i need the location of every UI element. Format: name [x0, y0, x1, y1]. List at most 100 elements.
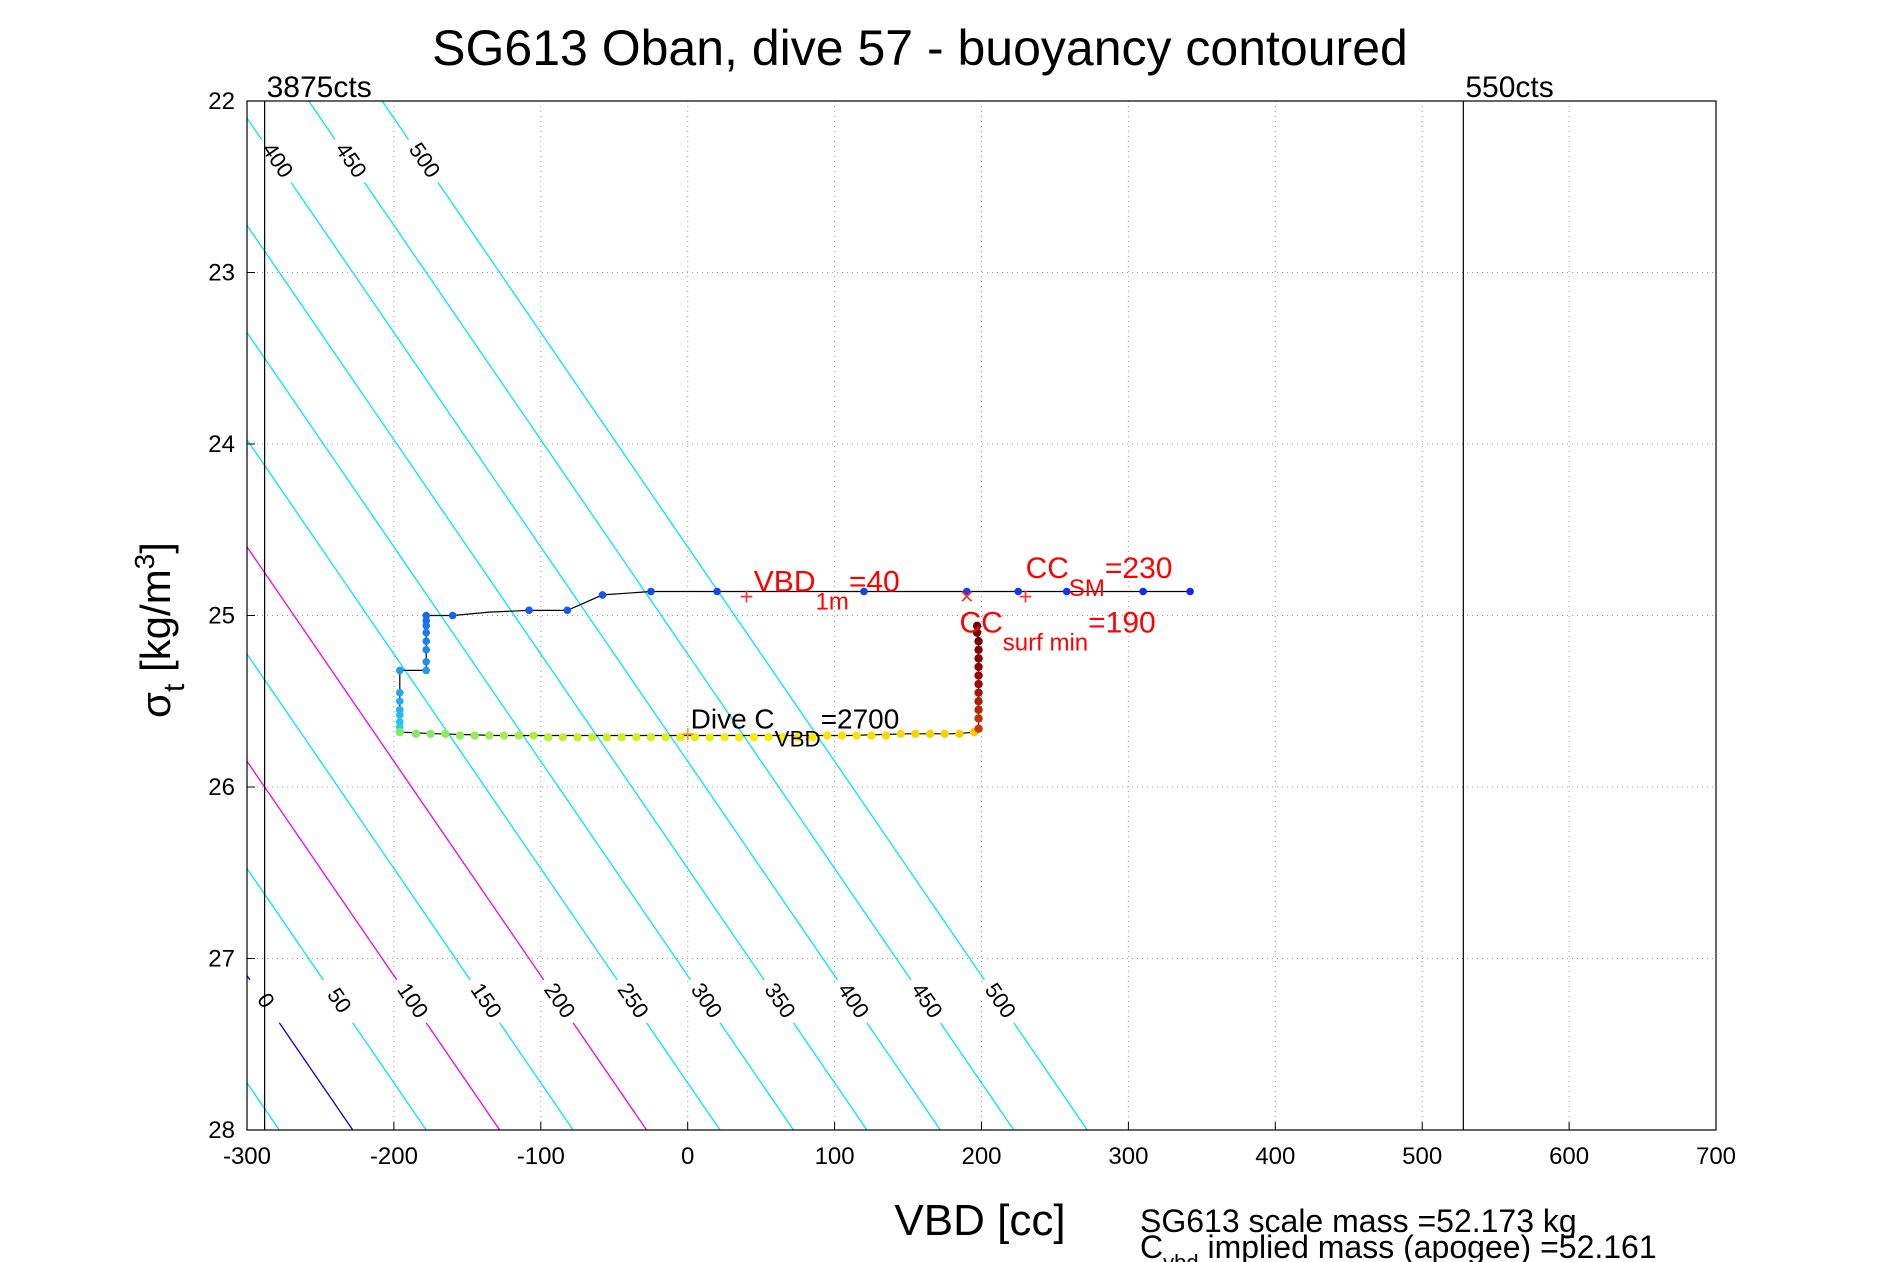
- ascent-point: [426, 729, 435, 739]
- contour-line: [247, 652, 574, 1130]
- contour-line: [0, 101, 59, 1130]
- y-tick-label: 26: [208, 774, 235, 801]
- surface-point: [972, 628, 982, 637]
- contour-label-bg: [386, 972, 437, 1031]
- ascent-point: [617, 733, 626, 742]
- ascent-point: [778, 733, 788, 742]
- ascent-point: [955, 729, 964, 739]
- x-axis-label: VBD [cc]: [894, 1196, 1065, 1245]
- descent-point: [422, 621, 431, 630]
- descent-point: [1186, 587, 1194, 596]
- descent-point: [422, 658, 431, 666]
- contour-label-bg: [104, 132, 155, 190]
- ascent-point: [852, 731, 861, 740]
- surface-point: [974, 705, 983, 715]
- descent-point: [422, 646, 431, 654]
- contour-label-bg: [973, 972, 1025, 1031]
- ascent-point: [485, 731, 494, 740]
- ascent-point: [558, 733, 568, 742]
- ascent-point: [881, 731, 891, 740]
- buoyancy-contours: -400-350-300-250-200-150-100-50050100150…: [0, 101, 1088, 1130]
- descent-point: [395, 697, 404, 706]
- surface-point: [974, 662, 983, 672]
- x-axis-ticks: -300 -200 -100 0 100 200 300 400 500 600 700: [223, 1122, 1736, 1170]
- contour-label: -50: [173, 980, 212, 1020]
- contour-line: [0, 101, 132, 1130]
- ascent-point: [470, 731, 479, 740]
- contour-label-bg: [459, 972, 511, 1031]
- annotation-cc-surf-min: CCsurf min=190: [959, 607, 1155, 657]
- ascent-point: [734, 733, 744, 742]
- contour-label-bg: [19, 973, 70, 1031]
- ascent-point: [661, 733, 670, 742]
- y-tick-label: 23: [208, 260, 235, 287]
- surface-point: [974, 637, 983, 646]
- ascent-point: [896, 729, 905, 739]
- contour-label-bg: [312, 972, 364, 1031]
- plot-area: -400-350-300-250-200-150-100-50050100150…: [0, 71, 1717, 1131]
- surface-point: [974, 645, 983, 654]
- marker: +: [1019, 584, 1033, 611]
- descent-point: [525, 606, 533, 615]
- annotation-cc-sm: CCSM=230: [1026, 552, 1173, 602]
- descent-point: [1139, 587, 1147, 596]
- ascent-point: [543, 733, 553, 742]
- y-tick-label: 22: [208, 88, 235, 115]
- contour-line: [308, 101, 1015, 1130]
- contour-line: [247, 117, 941, 1130]
- ascent-point: [720, 733, 729, 742]
- marker: +: [739, 584, 753, 611]
- footer-scale-mass: SG613 scale mass =52.173 kg: [1140, 1203, 1577, 1239]
- x-tick-label: 300: [1108, 1143, 1148, 1170]
- ascent-point: [808, 733, 817, 742]
- annotation-value: =2700: [821, 704, 900, 735]
- descent-point: [395, 666, 404, 675]
- contour-line: [381, 101, 1088, 1130]
- contour-label-bg: [533, 972, 584, 1031]
- contour-label-bg: [178, 132, 229, 190]
- descent-point: [395, 711, 404, 719]
- annotation-value: =190: [1088, 607, 1156, 640]
- ascent-point: [499, 731, 509, 740]
- ascent-point: [529, 731, 538, 740]
- x-tick-label: -100: [517, 1143, 565, 1170]
- footer-implied-mass: Cvbd implied mass (apogee) =52.161: [1140, 1229, 1657, 1262]
- surface-point: [972, 621, 982, 630]
- ascent-point: [514, 731, 523, 740]
- ascent-point: [867, 731, 876, 740]
- ascent-point: [573, 733, 582, 742]
- descent-point: [647, 587, 655, 596]
- x-tick-label: 700: [1696, 1143, 1736, 1170]
- contour-label-bg: [679, 972, 731, 1031]
- surface-point: [974, 697, 983, 706]
- contour-label: -100: [96, 975, 142, 1025]
- annotation-sub: VBD: [775, 727, 821, 752]
- x-tick-label: 500: [1402, 1143, 1442, 1170]
- x-tick-label: 400: [1255, 1143, 1295, 1170]
- contour-label-bg: [166, 973, 217, 1031]
- surface-point: [974, 714, 983, 723]
- surface-point: [974, 688, 983, 697]
- contour-label-bg: [31, 132, 82, 190]
- ascent-point: [764, 733, 773, 742]
- limit-label: 3875cts: [267, 71, 372, 104]
- y-tick-label: 24: [208, 431, 235, 458]
- ascent-point: [925, 729, 935, 739]
- annotation-value: =40: [849, 565, 900, 598]
- annotation-sub: SM: [1069, 575, 1105, 602]
- x-tick-label: 100: [815, 1143, 855, 1170]
- marker: ×: [960, 584, 974, 611]
- y-tick-label: 28: [208, 1117, 235, 1144]
- ascent-point: [632, 733, 641, 742]
- surface-point: [974, 671, 983, 680]
- vbd-limit-lines: 3875cts 550cts: [264, 71, 1554, 1130]
- annotation-main: CC: [1026, 552, 1069, 585]
- chart-title: SG613 Oban, dive 57 - buoyancy contoured: [432, 20, 1408, 76]
- contour-label-bg: [900, 972, 952, 1031]
- contour-line: [247, 438, 721, 1130]
- descent-point: [598, 591, 607, 599]
- contour-label-bg: [606, 972, 658, 1031]
- ascent-point: [911, 729, 920, 739]
- ascent-point: [411, 729, 421, 739]
